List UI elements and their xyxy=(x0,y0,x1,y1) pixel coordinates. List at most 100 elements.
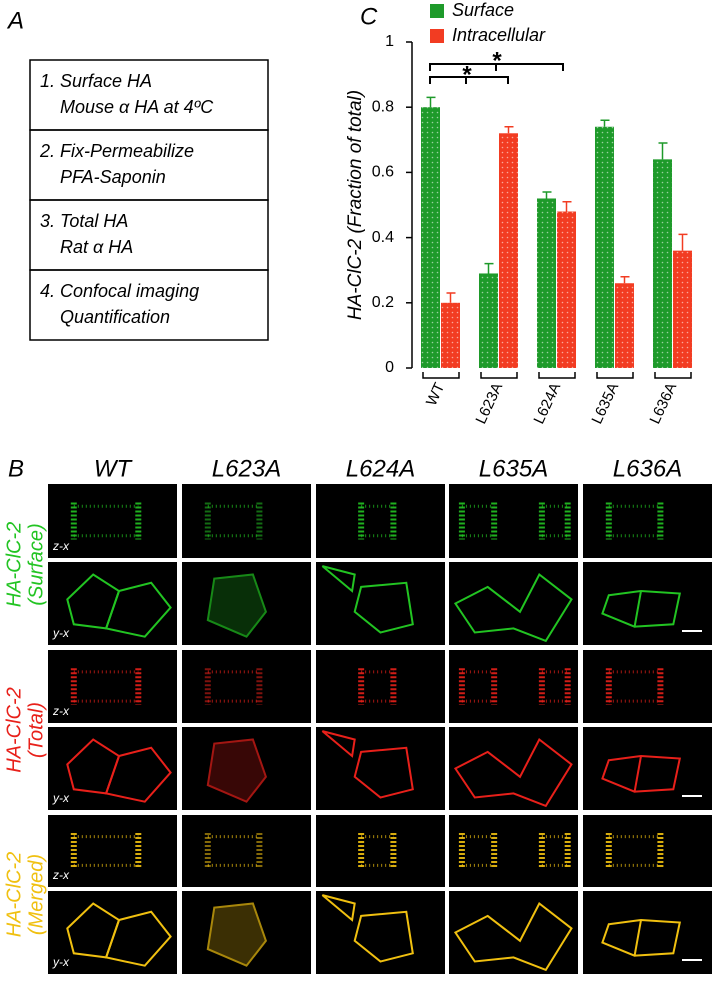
signal xyxy=(461,835,495,867)
signal xyxy=(70,833,142,869)
error-bar xyxy=(658,142,668,160)
legend-swatch xyxy=(430,29,444,43)
signal xyxy=(361,835,394,867)
error-bar xyxy=(542,191,552,199)
panel-label: B xyxy=(8,455,24,482)
bar-texture xyxy=(557,211,576,368)
error-bar xyxy=(562,200,572,212)
bar-texture xyxy=(479,273,498,368)
signal xyxy=(104,581,172,638)
signal xyxy=(104,910,172,967)
legend-label: Surface xyxy=(452,0,514,20)
column-header: L636A xyxy=(613,455,682,482)
protocol-detail: PFA-Saponin xyxy=(60,167,166,187)
bar-texture xyxy=(441,302,460,368)
micrograph xyxy=(583,484,712,558)
signal xyxy=(353,581,414,634)
panel-label: C xyxy=(360,3,378,30)
signal xyxy=(353,910,414,963)
signal xyxy=(73,835,139,867)
y-tick-label: 0.8 xyxy=(372,98,394,115)
protocol-step: 4. Confocal imaging xyxy=(40,281,199,301)
error-bar xyxy=(600,119,610,127)
signal xyxy=(461,504,495,538)
signal xyxy=(538,833,571,869)
column-header: L635A xyxy=(479,455,548,482)
significance-star: * xyxy=(492,47,502,74)
y-tick-label: 1 xyxy=(385,33,394,50)
micrograph xyxy=(48,484,177,558)
column-header: L623A xyxy=(212,455,281,482)
protocol-detail: Quantification xyxy=(60,307,170,327)
micrograph xyxy=(48,650,177,723)
signal xyxy=(73,504,139,538)
x-tick-label: L623A xyxy=(472,380,506,426)
signal xyxy=(633,919,642,956)
micrograph xyxy=(449,891,578,974)
error-bar xyxy=(678,233,688,251)
signal xyxy=(321,730,356,758)
view-label: z-x xyxy=(52,539,70,553)
x-tick-label: WT xyxy=(423,380,448,408)
micrograph xyxy=(583,727,712,810)
micrograph xyxy=(316,815,445,887)
signal xyxy=(633,590,642,627)
micrograph xyxy=(449,727,578,810)
error-bar xyxy=(446,292,456,303)
bar-texture xyxy=(653,159,672,368)
y-tick-label: 0.4 xyxy=(372,229,394,246)
signal xyxy=(104,746,172,803)
error-bar xyxy=(426,96,436,108)
bar-texture xyxy=(499,133,518,368)
signal xyxy=(453,901,573,972)
view-label: y-x xyxy=(52,791,70,805)
signal xyxy=(541,504,568,538)
y-tick-label: 0 xyxy=(385,359,394,376)
signal xyxy=(608,504,661,538)
legend-label: Intracellular xyxy=(452,25,546,45)
y-tick-label: 0.2 xyxy=(372,294,394,311)
protocol-cell xyxy=(29,269,269,341)
signal xyxy=(453,572,573,643)
row-label: HA-ClC-2 xyxy=(3,687,25,773)
y-tick-label: 0.6 xyxy=(372,164,394,181)
signal xyxy=(361,670,394,703)
view-label: y-x xyxy=(52,955,70,969)
micrograph xyxy=(583,891,712,974)
view-label: z-x xyxy=(52,868,70,882)
panel-label: A xyxy=(6,7,24,34)
legend-swatch xyxy=(430,4,444,18)
micrograph xyxy=(48,815,177,887)
x-tick-label: L635A xyxy=(588,380,622,426)
signal xyxy=(541,835,568,867)
micrograph xyxy=(583,562,712,645)
signal xyxy=(207,835,260,867)
micrograph xyxy=(449,484,578,558)
signal xyxy=(608,835,661,867)
column-header: WT xyxy=(94,455,134,482)
bar-texture xyxy=(537,198,556,368)
row-label: HA-ClC-2 xyxy=(3,852,25,938)
signal xyxy=(321,894,356,922)
micrograph xyxy=(316,650,445,723)
row-channel: (Merged) xyxy=(25,854,47,935)
signal xyxy=(358,833,397,869)
x-tick-label: L636A xyxy=(646,380,680,426)
protocol-detail: Rat α HA xyxy=(60,237,133,257)
signal xyxy=(207,670,260,703)
signal xyxy=(73,670,139,703)
micrograph xyxy=(48,727,177,810)
signal xyxy=(206,902,268,967)
error-bar xyxy=(620,275,630,284)
micrograph xyxy=(316,562,445,645)
signal xyxy=(206,738,268,803)
micrograph xyxy=(449,815,578,887)
protocol-detail: Mouse α HA at 4ºC xyxy=(60,97,214,117)
signal xyxy=(361,504,394,538)
view-label: z-x xyxy=(52,704,70,718)
protocol-step: 3. Total HA xyxy=(40,211,128,231)
category-bracket xyxy=(538,372,576,379)
category-bracket xyxy=(596,372,634,379)
micrograph xyxy=(182,815,311,887)
